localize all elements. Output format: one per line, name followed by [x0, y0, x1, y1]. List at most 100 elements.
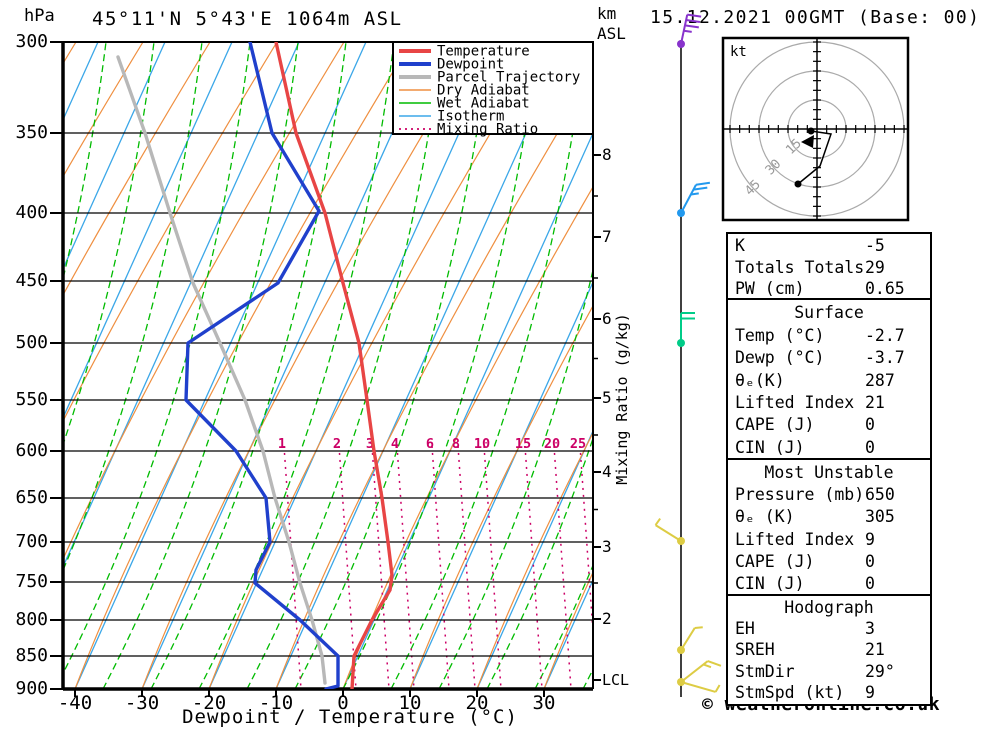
table-row: K -5	[728, 236, 930, 255]
wind-barb-column	[654, 13, 722, 697]
row-label: CAPE (J)	[735, 415, 815, 435]
row-label: CIN (J)	[735, 573, 805, 593]
mixing-ratio-value-labels: 1 2 3 4 6 8 10 15 20 25	[278, 436, 586, 452]
pressure-tick-label: 800	[15, 609, 48, 630]
temp-tick-label: -40	[57, 692, 93, 714]
svg-text:Dry Adiabat: Dry Adiabat	[437, 83, 530, 99]
km-tick-label: 8	[602, 145, 612, 164]
table-row: CAPE (J) 0	[728, 415, 930, 434]
temp-tick-label: 0	[337, 692, 349, 714]
row-value: 0.65	[865, 278, 905, 298]
table-row: CIN (J) 0	[728, 438, 930, 457]
table-row: Lifted Index 21	[728, 393, 930, 412]
hodograph-unit-label: kt	[730, 44, 747, 60]
svg-text:25: 25	[570, 436, 586, 452]
km-tick-label: 4	[602, 462, 612, 481]
svg-text:Dewpoint: Dewpoint	[437, 57, 504, 73]
svg-text:15: 15	[515, 436, 531, 452]
date-label: 15.12.2021 00GMT (Base: 00)	[650, 7, 981, 28]
pressure-tick-label: 850	[15, 645, 48, 666]
row-value: 0	[865, 573, 875, 593]
wind-barb-icon	[654, 517, 685, 545]
parcel-trajectory-curve	[116, 55, 327, 685]
table-surface: Surface Temp (°C) -2.7 Dewp (°C) -3.7 θₑ(K) 28…	[726, 298, 932, 462]
pressure-tick-label: 750	[15, 571, 48, 592]
pressure-axis-unit: hPa	[24, 6, 55, 26]
table-row: Temp (°C) -2.7	[728, 326, 930, 345]
table-row: Totals Totals 29	[728, 258, 930, 277]
background-lines	[63, 42, 593, 689]
row-label: CIN (J)	[735, 437, 805, 457]
pressure-tick-label: 650	[15, 487, 48, 508]
row-value: 29°	[865, 661, 895, 681]
row-label: Totals Totals	[735, 257, 865, 277]
km-asl-axis-label: km ASL	[597, 4, 626, 43]
table-header: Most Unstable	[764, 463, 894, 483]
dewpoint-curve	[184, 42, 340, 689]
svg-text:Isotherm: Isotherm	[437, 109, 504, 125]
hodograph-arrowhead	[801, 135, 814, 148]
wind-barb-icon	[677, 181, 711, 217]
temp-tick-label: -10	[258, 692, 294, 714]
page-title: 45°11'N 5°43'E 1064m ASL	[92, 8, 403, 30]
temp-axis-label: Dewpoint / Temperature (°C)	[182, 706, 518, 728]
km-tick-label: 7	[602, 227, 612, 246]
row-label: K	[735, 236, 745, 256]
table-row: EH 3	[728, 619, 930, 638]
table-row: StmDir 29°	[728, 662, 930, 681]
table-indices: K -5 Totals Totals 29 PW (cm) 0.65	[726, 232, 932, 302]
svg-text:Parcel Trajectory: Parcel Trajectory	[437, 70, 580, 86]
table-row: θₑ(K) 287	[728, 371, 930, 390]
km-tick-label: 3	[602, 537, 612, 556]
table-row: Lifted Index 9	[728, 530, 930, 549]
wind-barb-icon	[677, 312, 695, 347]
wind-barb-icon	[677, 13, 702, 48]
svg-text:10: 10	[474, 436, 490, 452]
table-row: θₑ (K) 305	[728, 507, 930, 526]
row-value: -5	[865, 236, 885, 256]
row-value: 650	[865, 485, 895, 505]
wind-barb-icon	[680, 681, 721, 693]
km-tick-label: 6	[602, 309, 612, 328]
row-value: 0	[865, 437, 875, 457]
plot-frame	[61, 41, 601, 697]
svg-text:20: 20	[544, 436, 560, 452]
wet-adiabat-lines	[63, 42, 593, 689]
row-value: 29	[865, 257, 885, 277]
pressure-tick-label: 700	[15, 531, 48, 552]
row-label: StmSpd (kt)	[735, 682, 845, 702]
row-label: θₑ (K)	[735, 507, 795, 527]
temp-tick-label: 20	[465, 692, 489, 714]
svg-text:8: 8	[452, 436, 460, 452]
row-value: 0	[865, 415, 875, 435]
svg-text:Mixing Ratio: Mixing Ratio	[437, 122, 538, 138]
table-header: Hodograph	[784, 598, 874, 618]
row-label: Dewp (°C)	[735, 348, 825, 368]
pressure-tick-label: 550	[15, 389, 48, 410]
table-row: PW (cm) 0.65	[728, 279, 930, 298]
temp-tick-label: -20	[191, 692, 227, 714]
svg-text:1: 1	[278, 436, 286, 452]
row-label: SREH	[735, 640, 775, 660]
table-header: Surface	[794, 303, 864, 323]
row-value: 9	[865, 529, 875, 549]
row-value: 305	[865, 507, 895, 527]
row-value: 21	[865, 392, 885, 412]
row-value: 0	[865, 551, 875, 571]
pressure-tick-label: 350	[15, 122, 48, 143]
temp-tick-label: 10	[398, 692, 422, 714]
table-most-unstable: Most Unstable Pressure (mb) 650 θₑ (K) 305 Li…	[726, 458, 932, 598]
row-value: 9	[865, 682, 875, 702]
svg-text:6: 6	[426, 436, 434, 452]
table-row: StmSpd (kt) 9	[728, 683, 930, 702]
table-row: CIN (J) 0	[728, 574, 930, 593]
pressure-tick-label: 600	[15, 440, 48, 461]
lcl-label: LCL	[602, 671, 630, 689]
svg-text:2: 2	[333, 436, 341, 452]
row-value: -2.7	[865, 325, 905, 345]
row-value: 3	[865, 619, 875, 639]
table-row: CAPE (J) 0	[728, 552, 930, 571]
